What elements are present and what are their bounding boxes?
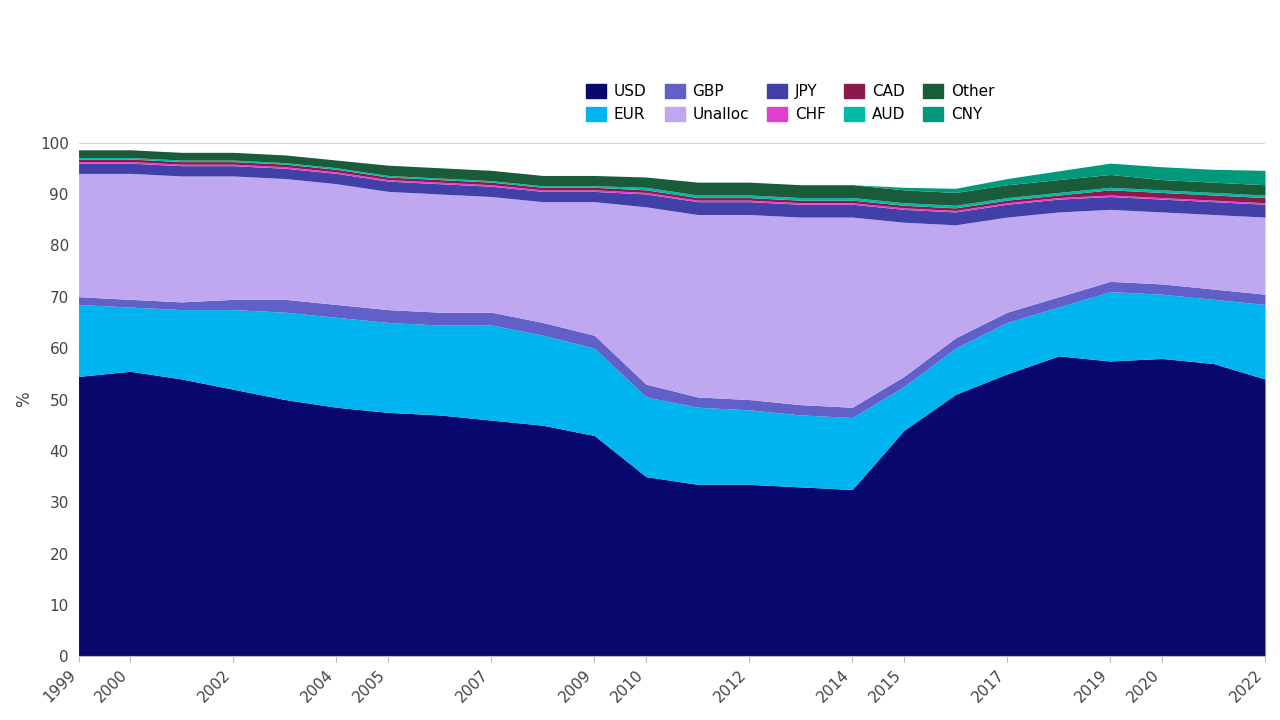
Legend: USD, EUR, GBP, Unalloc, JPY, CHF, CAD, AUD, Other, CNY: USD, EUR, GBP, Unalloc, JPY, CHF, CAD, A… [580,78,1001,128]
Y-axis label: %: % [15,392,33,408]
